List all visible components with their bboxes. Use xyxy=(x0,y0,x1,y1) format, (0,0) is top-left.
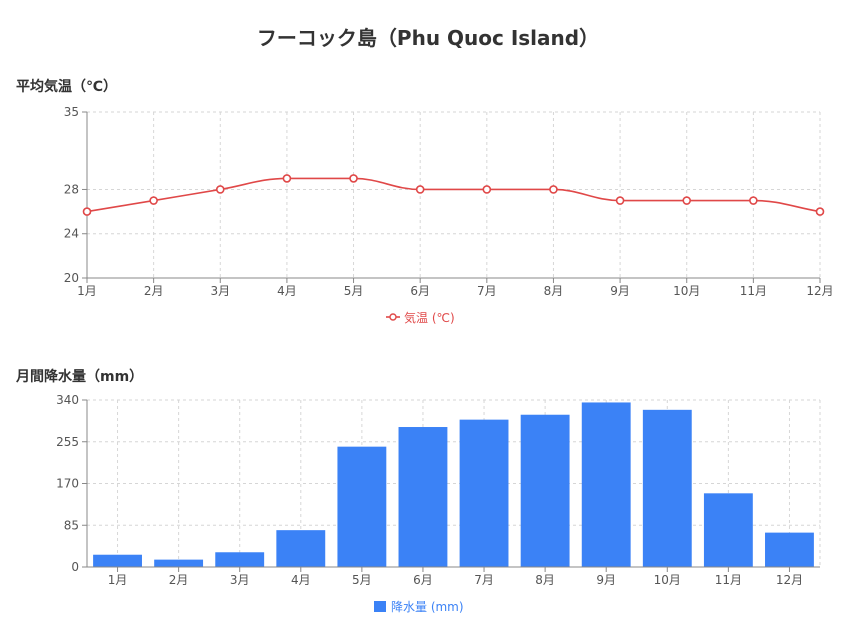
temperature-point xyxy=(682,196,692,205)
x-tick-label: 6月 xyxy=(413,573,433,587)
legend-label: 気温 (℃) xyxy=(404,310,455,325)
temperature-point xyxy=(482,185,492,194)
rainfall-bar xyxy=(398,427,448,567)
x-tick-label: 12月 xyxy=(806,284,833,298)
temperature-line xyxy=(86,177,821,213)
temperature-point xyxy=(549,185,558,194)
rainfall-bar xyxy=(93,554,142,567)
temperature-section-title: 平均気温（℃） xyxy=(16,79,117,95)
temperature-point xyxy=(215,185,225,194)
y-tick-label: 28 xyxy=(64,182,79,196)
x-tick-label: 4月 xyxy=(291,573,311,587)
x-tick-label: 4月 xyxy=(277,284,297,298)
y-tick-label: 170 xyxy=(56,477,79,491)
rainfall-bar xyxy=(703,493,753,567)
x-tick-label: 8月 xyxy=(544,284,564,298)
temperature-point xyxy=(149,196,158,205)
temperature-point xyxy=(82,207,92,216)
temperature-point xyxy=(815,207,825,216)
legend-label: 降水量 (mm) xyxy=(391,600,464,614)
x-tick-label: 10月 xyxy=(654,573,681,587)
legend-marker-icon xyxy=(389,313,397,321)
temperature-point xyxy=(349,174,358,183)
rainfall-section-title: 月間降水量（mm） xyxy=(16,369,144,385)
x-tick-label: 3月 xyxy=(210,284,230,298)
y-tick-label: 35 xyxy=(64,105,79,119)
legend-swatch-icon xyxy=(374,601,386,612)
y-tick-label: 85 xyxy=(64,518,79,532)
y-tick-label: 340 xyxy=(56,393,79,407)
temperature-point xyxy=(282,174,292,183)
rainfall-bar xyxy=(765,532,814,567)
temperature-point xyxy=(415,185,425,194)
temperature-point xyxy=(615,196,625,205)
rainfall-bar xyxy=(581,402,631,567)
rainfall-bar xyxy=(154,559,204,567)
x-tick-label: 11月 xyxy=(740,284,767,298)
y-tick-label: 0 xyxy=(71,560,79,574)
x-tick-label: 11月 xyxy=(715,573,742,587)
x-tick-label: 9月 xyxy=(596,573,616,587)
rainfall-bar xyxy=(215,552,265,567)
x-tick-label: 7月 xyxy=(474,573,494,587)
x-tick-label: 5月 xyxy=(344,284,364,298)
rainfall-bar xyxy=(459,419,509,567)
x-tick-label: 12月 xyxy=(776,573,803,587)
rainfall-bar xyxy=(276,530,326,567)
y-tick-label: 24 xyxy=(64,227,79,241)
x-tick-label: 9月 xyxy=(610,284,630,298)
x-tick-label: 1月 xyxy=(108,573,128,587)
x-tick-label: 2月 xyxy=(169,573,189,587)
rainfall-bar xyxy=(337,446,387,567)
page-title: フーコック島（Phu Quoc Island） xyxy=(256,26,600,50)
rainfall-bar xyxy=(520,414,570,567)
x-tick-label: 1月 xyxy=(77,284,97,298)
x-tick-label: 7月 xyxy=(477,284,497,298)
x-tick-label: 8月 xyxy=(535,573,555,587)
rainfall-bar xyxy=(642,409,692,567)
x-tick-label: 6月 xyxy=(410,284,430,298)
x-tick-label: 3月 xyxy=(230,573,250,587)
x-tick-label: 10月 xyxy=(673,284,700,298)
temperature-point xyxy=(749,196,758,205)
y-tick-label: 255 xyxy=(56,435,79,449)
y-tick-label: 20 xyxy=(64,271,79,285)
x-tick-label: 5月 xyxy=(352,573,372,587)
x-tick-label: 2月 xyxy=(144,284,164,298)
